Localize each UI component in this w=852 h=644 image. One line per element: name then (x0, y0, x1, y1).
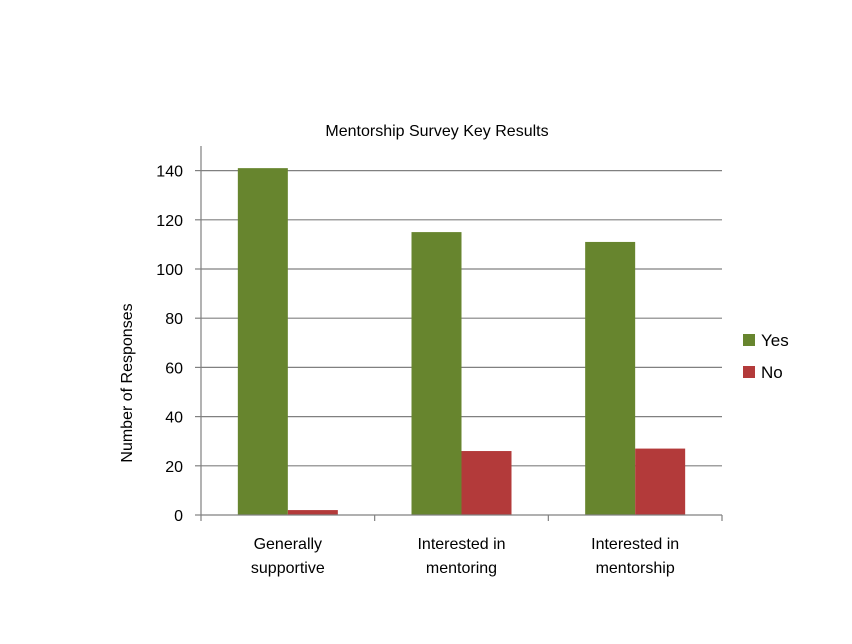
legend-swatch-yes (743, 334, 755, 346)
x-tick-labels: Generally supportive Interested in mentorin… (251, 536, 679, 577)
bar-yes (237, 168, 288, 515)
y-tick-label: 0 (174, 508, 183, 525)
x-tick-label: mentorship (596, 560, 675, 577)
y-tick-label: 20 (165, 459, 183, 476)
x-tick-label: Generally (254, 536, 322, 553)
bar-yes (411, 232, 462, 515)
y-tick-label: 40 (165, 410, 183, 427)
y-tick-label: 100 (156, 262, 183, 279)
chart-title: Mentorship Survey Key Results (325, 123, 548, 140)
y-tick-label: 80 (165, 311, 183, 328)
axes (195, 146, 723, 521)
x-tick-label: mentoring (426, 560, 497, 577)
x-tick-label: Interested in (591, 536, 679, 553)
bar-yes (585, 241, 636, 515)
bar-no (635, 448, 686, 515)
x-tick-label: Interested in (417, 536, 505, 553)
y-tick-labels: 0 20 40 60 80 100 120 140 (156, 164, 183, 525)
x-tick-label: supportive (251, 560, 325, 577)
bar-no (287, 510, 338, 515)
legend-label-yes: Yes (761, 331, 789, 350)
legend: Yes No (743, 331, 789, 382)
bar-no (461, 451, 512, 515)
y-tick-label: 140 (156, 164, 183, 181)
y-axis-label: Number of Responses (119, 303, 136, 462)
bars (237, 168, 686, 515)
legend-swatch-no (743, 366, 755, 378)
y-tick-label: 60 (165, 360, 183, 377)
legend-label-no: No (761, 363, 783, 382)
y-tick-label: 120 (156, 213, 183, 230)
